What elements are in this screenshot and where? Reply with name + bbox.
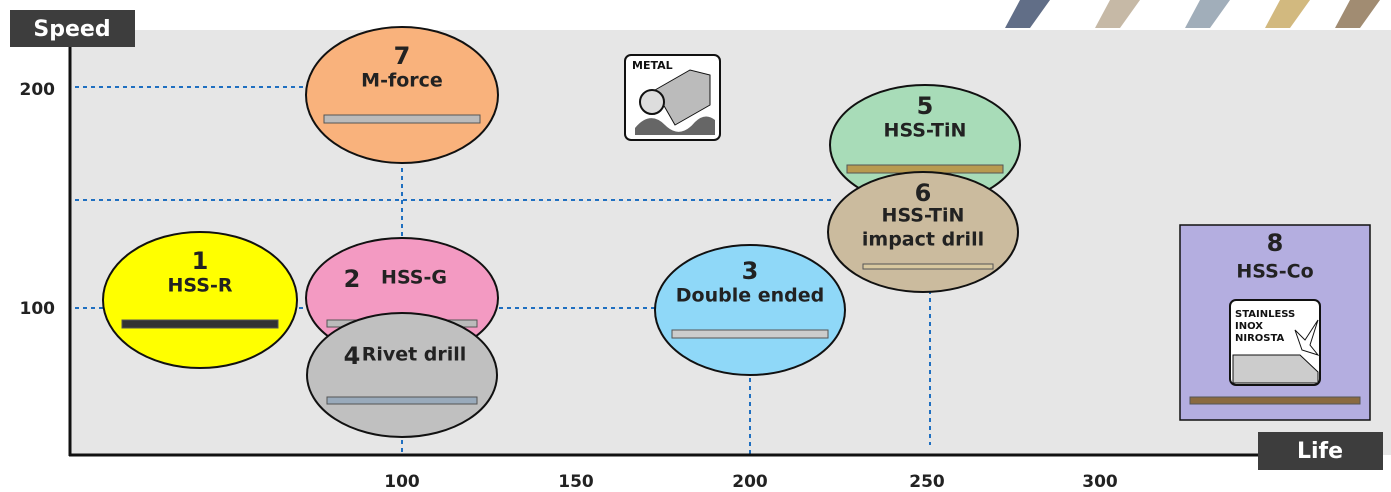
node-ellipse bbox=[654, 244, 846, 376]
node: 8 HSS-Co bbox=[1189, 229, 1361, 405]
node-number: 5 bbox=[917, 92, 934, 120]
node-label: Double ended bbox=[676, 285, 824, 307]
node-number: 3 bbox=[742, 257, 759, 285]
drill-bit bbox=[1189, 396, 1361, 405]
drill-decoration bbox=[1005, 0, 1380, 28]
metal-icon-label: METAL bbox=[632, 59, 673, 72]
drill-bit bbox=[326, 396, 478, 405]
node-label: Rivet drill bbox=[362, 344, 467, 366]
y-tick-label: 100 bbox=[20, 299, 56, 319]
plot-background bbox=[70, 30, 1391, 455]
x-tick-label: 200 bbox=[732, 472, 768, 492]
node: 7M-force bbox=[305, 26, 499, 164]
drill-bit bbox=[671, 329, 829, 339]
node-ellipse bbox=[306, 312, 498, 438]
x-tick-label: 150 bbox=[558, 472, 594, 492]
node-label: M-force bbox=[361, 70, 443, 92]
node-number: 4 bbox=[344, 342, 361, 370]
node-ellipse bbox=[102, 231, 298, 369]
drill-bit bbox=[323, 114, 481, 124]
node-label: HSS-TiN bbox=[882, 205, 965, 227]
node-number: 8 bbox=[1267, 229, 1284, 257]
drill-bit bbox=[862, 263, 994, 270]
node-number: 6 bbox=[915, 179, 932, 207]
x-axis-label: Life bbox=[1297, 439, 1343, 464]
drill-bit bbox=[121, 319, 279, 329]
stainless-text: INOX bbox=[1235, 321, 1263, 332]
y-axis-label-box bbox=[10, 10, 135, 47]
x-tick-label: 300 bbox=[1082, 472, 1118, 492]
node: 4 Rivet drill bbox=[306, 312, 498, 438]
node-ellipse bbox=[305, 26, 499, 164]
stainless-text: STAINLESS bbox=[1235, 309, 1295, 320]
stainless-text: NIROSTA bbox=[1235, 333, 1285, 344]
x-tick-label: 100 bbox=[384, 472, 420, 492]
x-axis-label-box bbox=[1258, 432, 1383, 470]
node-label: HSS-TiN bbox=[884, 120, 967, 142]
y-tick-label: 200 bbox=[20, 80, 56, 100]
node-number: 2 bbox=[344, 265, 361, 293]
node-ellipse bbox=[827, 171, 1019, 293]
node-label: HSS-R bbox=[168, 275, 233, 297]
stainless-icon: STAINLESS INOX NIROSTA bbox=[1229, 299, 1321, 386]
node-sublabel: impact drill bbox=[862, 229, 984, 251]
node-number: 7 bbox=[394, 42, 411, 70]
y-axis-label: Speed bbox=[33, 17, 110, 42]
node-label: HSS-G bbox=[381, 267, 447, 289]
metal-icon: METAL bbox=[624, 54, 721, 141]
x-tick-label: 250 bbox=[909, 472, 945, 492]
node-number: 1 bbox=[192, 247, 209, 275]
node-label: HSS-Co bbox=[1236, 261, 1313, 283]
